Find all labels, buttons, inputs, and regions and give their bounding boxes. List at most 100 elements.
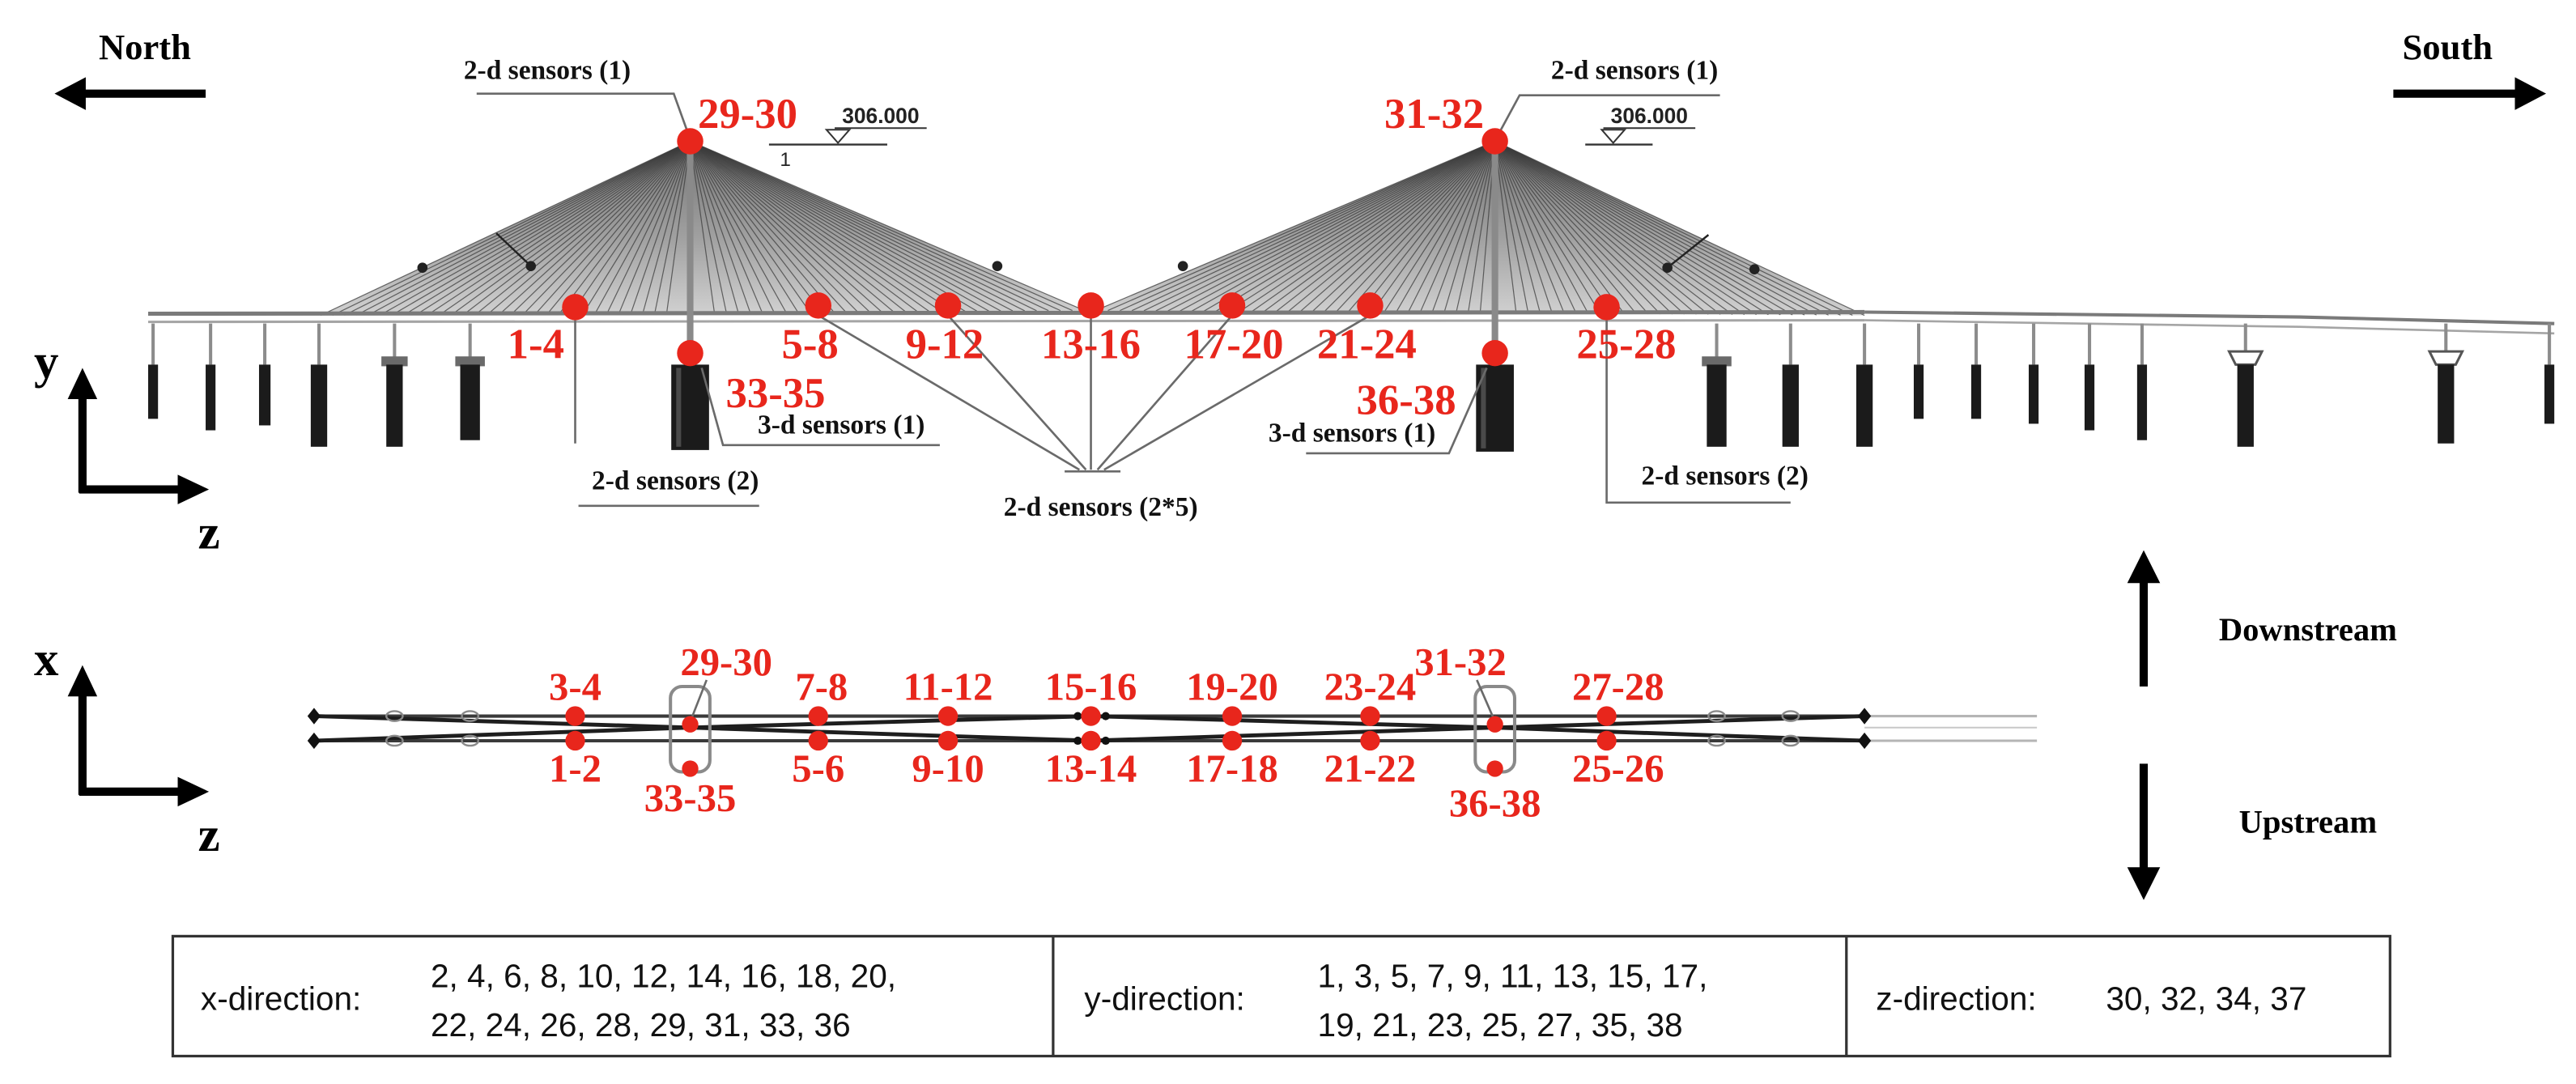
sensor-label: 5-6 — [792, 747, 844, 791]
stay-cable — [1494, 141, 1709, 315]
sensor-label: 17-20 — [1184, 321, 1284, 368]
sensor-label: 11-12 — [903, 665, 993, 708]
sensor-point — [1596, 706, 1617, 726]
stay-cable — [690, 140, 1026, 312]
stay-cable — [1494, 140, 1793, 316]
sensor-label: 15-16 — [1045, 665, 1137, 708]
stay-cable — [1494, 140, 1733, 315]
sensor-label: 17-18 — [1186, 747, 1278, 791]
stay-cable — [1215, 140, 1495, 312]
sensor-point — [1222, 730, 1243, 751]
pier — [310, 323, 328, 447]
level-value: 306.000 — [1611, 104, 1688, 128]
sensor-label: 9-10 — [912, 747, 984, 791]
stay-cable — [1456, 141, 1496, 313]
z-direction-label: z-direction: — [1876, 980, 2036, 1018]
sensor-label: 21-22 — [1324, 747, 1417, 791]
stay-cable — [440, 140, 691, 316]
stay-cable — [1252, 140, 1495, 312]
stay-cable — [1494, 140, 1745, 316]
stay-cable — [1275, 140, 1496, 312]
flow-direction: Downstream Upstream — [2127, 550, 2397, 900]
sensor-label: 36-38 — [1357, 376, 1456, 423]
stay-cable — [690, 140, 966, 312]
sensor-point — [808, 706, 828, 726]
sensor-label: 13-14 — [1045, 747, 1137, 791]
plan-sensor-points — [565, 706, 1617, 777]
stay-cable — [511, 141, 691, 315]
pier — [1702, 323, 1732, 447]
sensor-label: 25-28 — [1576, 321, 1676, 368]
stay-cable — [571, 141, 691, 314]
stay-cable — [1324, 141, 1496, 312]
pier — [2084, 323, 2095, 431]
sensor-point — [1081, 706, 1101, 726]
pier — [206, 323, 216, 431]
sensor-point — [677, 339, 704, 367]
stay-cable — [1494, 140, 1757, 316]
stay-cables — [320, 140, 1865, 317]
x-direction-label: x-direction: — [201, 980, 361, 1018]
stay-cable — [1494, 140, 1865, 317]
stay-cable — [1494, 140, 1841, 316]
stay-cable — [1335, 141, 1496, 312]
y-direction-label: y-direction: — [1084, 980, 1244, 1018]
stay-cable — [690, 141, 870, 312]
sensor-point — [1486, 716, 1503, 733]
pier — [2028, 323, 2039, 424]
sensor-label: 29-30 — [680, 640, 772, 684]
stay-cable — [690, 140, 978, 312]
stay-cable — [1494, 141, 1685, 315]
elevation-axes: y z — [34, 335, 220, 560]
sensor-point — [1481, 339, 1508, 367]
stay-cable — [1203, 140, 1495, 312]
stay-cable — [1494, 140, 1721, 315]
stay-cable — [1494, 141, 1661, 315]
stay-cable — [654, 141, 691, 313]
level-mark-north: 306.000 1 — [768, 104, 927, 171]
pier-south-sensor-note: 3-d sensors (1) — [1269, 419, 1435, 448]
stay-cable — [1384, 141, 1496, 313]
stay-cable — [355, 140, 691, 316]
sensor-label: 31-32 — [1384, 91, 1484, 138]
stay-cable — [1494, 141, 1589, 314]
sensor-point — [1218, 292, 1246, 319]
sensor-point — [1596, 730, 1617, 751]
stay-cable — [427, 140, 691, 316]
deck-middle-sensor-note: 2-d sensors (2*5) — [1004, 492, 1198, 522]
stay-cable — [1494, 140, 1805, 316]
sensor-point — [682, 716, 699, 733]
stay-cable — [1263, 140, 1495, 312]
stay-cable — [1431, 141, 1496, 313]
stay-cable — [1131, 140, 1495, 312]
stay-cable — [1494, 140, 1853, 316]
sensor-point — [808, 730, 828, 751]
sensor-point — [562, 294, 589, 321]
x-direction-values: 22, 24, 26, 28, 29, 31, 33, 36 — [431, 1006, 851, 1044]
stay-cable — [1494, 141, 1613, 314]
level-index: 1 — [780, 149, 791, 171]
pier — [2427, 323, 2465, 444]
stay-cable — [1180, 140, 1495, 312]
stay-cable — [690, 141, 882, 312]
stay-cable — [1494, 141, 1697, 315]
stay-cable — [499, 141, 691, 315]
stay-cable — [689, 141, 739, 313]
pier — [1855, 323, 1873, 447]
stay-cable — [690, 140, 1061, 312]
stay-cable — [1407, 141, 1496, 313]
pier — [2544, 323, 2555, 424]
sensor-point — [1360, 706, 1380, 726]
sensor-label: 3-4 — [549, 665, 601, 708]
stay-cable — [690, 140, 930, 312]
sensor-point — [1081, 730, 1101, 751]
stay-cable — [690, 140, 989, 312]
z-direction-values: 30, 32, 34, 37 — [2106, 980, 2306, 1018]
piers — [148, 323, 2555, 452]
pier — [1970, 323, 1982, 419]
stay-cable — [1107, 140, 1495, 312]
stay-cable — [689, 141, 751, 313]
stay-cable — [1239, 140, 1495, 312]
axis-label-z: z — [198, 506, 220, 560]
sensor-point — [1357, 292, 1384, 319]
